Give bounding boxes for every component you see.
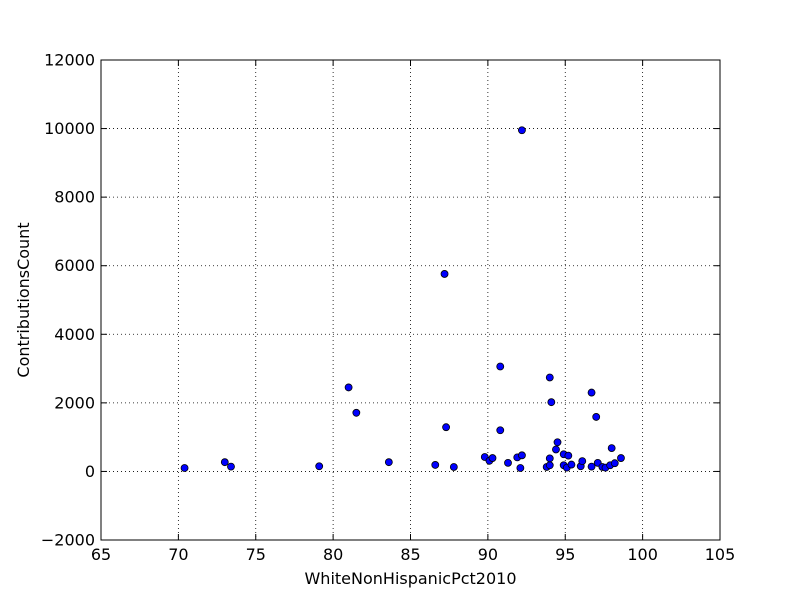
x-tick-label: 65 [91, 545, 111, 564]
y-tick-label: 8000 [54, 188, 95, 207]
y-tick-label: 12000 [44, 51, 95, 70]
x-axis-label: WhiteNonHispanicPct2010 [304, 569, 516, 588]
y-tick-label: 0 [85, 462, 95, 481]
data-point [587, 388, 596, 397]
axis-ticks [100, 59, 721, 541]
data-point [564, 451, 573, 460]
data-point [384, 458, 393, 467]
data-point [545, 373, 554, 382]
data-point [504, 458, 512, 467]
data-point [496, 362, 505, 371]
data-point [227, 462, 235, 471]
data-point [545, 454, 554, 463]
data-point [449, 463, 458, 471]
data-point [547, 398, 556, 407]
data-point [552, 445, 560, 454]
data-point [592, 413, 601, 421]
data-point [518, 126, 526, 135]
data-point [516, 464, 525, 472]
data-point [431, 461, 440, 469]
x-tick-label: 95 [555, 545, 575, 564]
data-point [488, 454, 497, 462]
x-tick-label: 90 [478, 545, 498, 564]
y-tick-label: 6000 [54, 256, 95, 275]
data-point [440, 270, 449, 278]
data-point [553, 438, 562, 447]
data-point [442, 423, 450, 432]
data-point [496, 426, 505, 435]
x-tick-label: 85 [400, 545, 420, 564]
y-tick-label: 4000 [54, 325, 95, 344]
x-tick-label: 105 [705, 545, 736, 564]
y-tick-label: 10000 [44, 119, 95, 138]
x-tick-label: 75 [246, 545, 266, 564]
data-point [617, 454, 625, 462]
data-point [587, 462, 596, 471]
y-tick-label: 2000 [54, 393, 95, 412]
data-point [545, 461, 554, 470]
data-point [220, 458, 229, 467]
y-axis-label: ContributionsCount [14, 222, 33, 377]
y-tick-label: −2000 [41, 531, 95, 550]
x-tick-label: 100 [627, 545, 658, 564]
data-point [567, 460, 576, 469]
x-tick-label: 70 [168, 545, 188, 564]
grid-lines [100, 59, 721, 541]
data-point [578, 457, 587, 466]
y-tick-labels: −2000 0 2000 4000 6000 8000 10000 12000 [41, 51, 95, 550]
data-point [610, 459, 619, 468]
data-point [344, 383, 353, 392]
x-tick-labels: 65 70 75 80 85 90 95 100 105 [91, 545, 735, 564]
data-point [518, 451, 526, 460]
x-tick-label: 80 [323, 545, 343, 564]
data-point [315, 462, 324, 471]
data-point [180, 464, 189, 472]
data-points [180, 126, 625, 472]
data-point [352, 408, 361, 417]
data-point [607, 444, 616, 453]
